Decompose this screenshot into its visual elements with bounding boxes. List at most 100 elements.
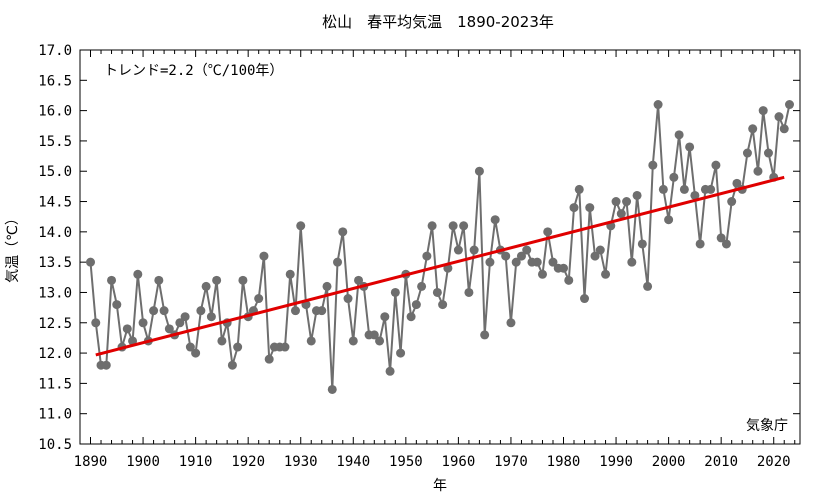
y-tick-label: 12.5 xyxy=(38,316,72,332)
data-point xyxy=(459,221,469,231)
source-label: 気象庁 xyxy=(746,418,788,434)
data-point xyxy=(86,257,96,267)
x-tick-label: 1890 xyxy=(74,454,108,470)
data-point xyxy=(753,166,763,176)
data-point xyxy=(296,221,306,231)
data-point xyxy=(721,239,731,249)
data-point xyxy=(385,366,395,376)
x-tick-label: 1960 xyxy=(442,454,476,470)
data-point xyxy=(212,275,222,285)
y-tick-label: 16.0 xyxy=(38,104,72,120)
data-point xyxy=(206,312,216,322)
data-point xyxy=(716,233,726,243)
data-point xyxy=(343,294,353,304)
x-axis: 1890 1900 1910 1920 1930 1940 1950 1960 1970 1980… xyxy=(74,50,796,470)
data-point xyxy=(185,342,195,352)
data-point xyxy=(622,197,632,207)
chart-title: 松山 春平均気温 1890-2023年 xyxy=(322,13,554,31)
y-tick-label: 11.5 xyxy=(38,376,72,392)
y-tick-label: 16.5 xyxy=(38,73,72,89)
data-point xyxy=(259,251,269,261)
data-point xyxy=(595,245,605,255)
y-tick-label: 10.5 xyxy=(38,437,72,453)
data-point xyxy=(422,251,432,261)
data-point xyxy=(784,100,794,110)
data-point xyxy=(390,287,400,297)
data-point xyxy=(469,245,479,255)
data-point xyxy=(432,287,442,297)
data-point xyxy=(711,160,721,170)
trend-line xyxy=(95,175,785,357)
data-point xyxy=(643,281,653,291)
data-point xyxy=(474,166,484,176)
data-point xyxy=(485,257,495,267)
data-point xyxy=(585,203,595,213)
plot-frame xyxy=(79,49,801,445)
data-point xyxy=(107,275,117,285)
y-tick-label: 17.0 xyxy=(38,43,72,59)
data-point xyxy=(122,324,132,334)
x-tick-label: 2000 xyxy=(652,454,686,470)
trend-annotation: トレンド=2.2（℃/100年） xyxy=(104,63,283,79)
y-tick-label: 13.0 xyxy=(38,285,72,301)
y-tick-label: 14.5 xyxy=(38,195,72,211)
data-point xyxy=(632,190,642,200)
data-point xyxy=(227,360,237,370)
data-point xyxy=(648,160,658,170)
series-line xyxy=(89,104,791,390)
data-point xyxy=(763,148,773,158)
data-point xyxy=(480,330,490,340)
data-point xyxy=(154,275,164,285)
data-point xyxy=(406,312,416,322)
data-point xyxy=(348,336,358,346)
x-tick-label: 1970 xyxy=(494,454,528,470)
data-point xyxy=(448,221,458,231)
data-point xyxy=(290,306,300,316)
x-tick-label: 1930 xyxy=(284,454,318,470)
data-point xyxy=(501,251,511,261)
data-point xyxy=(748,124,758,134)
y-axis: 10.5 11.0 11.5 12.0 12.5 13.0 13.5 14.0 14.5 15.0… xyxy=(38,43,800,453)
data-point xyxy=(201,281,211,291)
y-tick-label: 11.0 xyxy=(38,407,72,423)
data-point xyxy=(548,257,558,267)
data-point xyxy=(564,275,574,285)
data-point xyxy=(490,215,500,225)
data-point xyxy=(758,106,768,116)
data-point xyxy=(217,336,227,346)
y-tick-label: 12.0 xyxy=(38,346,72,362)
data-point xyxy=(627,257,637,267)
data-point xyxy=(375,336,385,346)
data-point xyxy=(559,263,569,273)
data-point xyxy=(369,330,379,340)
data-point xyxy=(685,142,695,152)
data-point xyxy=(522,245,532,255)
data-point xyxy=(338,227,348,237)
data-point xyxy=(658,184,668,194)
x-tick-label: 1900 xyxy=(126,454,160,470)
data-point xyxy=(779,124,789,134)
data-point xyxy=(574,184,584,194)
data-point xyxy=(285,269,295,279)
data-point xyxy=(327,384,337,394)
data-point xyxy=(322,281,332,291)
data-point xyxy=(732,178,742,188)
x-tick-label: 2020 xyxy=(757,454,791,470)
data-point xyxy=(159,306,169,316)
data-point xyxy=(464,287,474,297)
data-point xyxy=(669,172,679,182)
x-tick-label: 1920 xyxy=(231,454,265,470)
data-point xyxy=(706,184,716,194)
x-axis-label: 年 xyxy=(433,478,447,494)
y-tick-label: 15.0 xyxy=(38,164,72,180)
data-point xyxy=(569,203,579,213)
data-point xyxy=(411,300,421,310)
data-point xyxy=(180,312,190,322)
data-point xyxy=(611,197,621,207)
data-point xyxy=(742,148,752,158)
data-point xyxy=(516,251,526,261)
data-point xyxy=(511,257,521,267)
data-point xyxy=(354,275,364,285)
data-point xyxy=(164,324,174,334)
